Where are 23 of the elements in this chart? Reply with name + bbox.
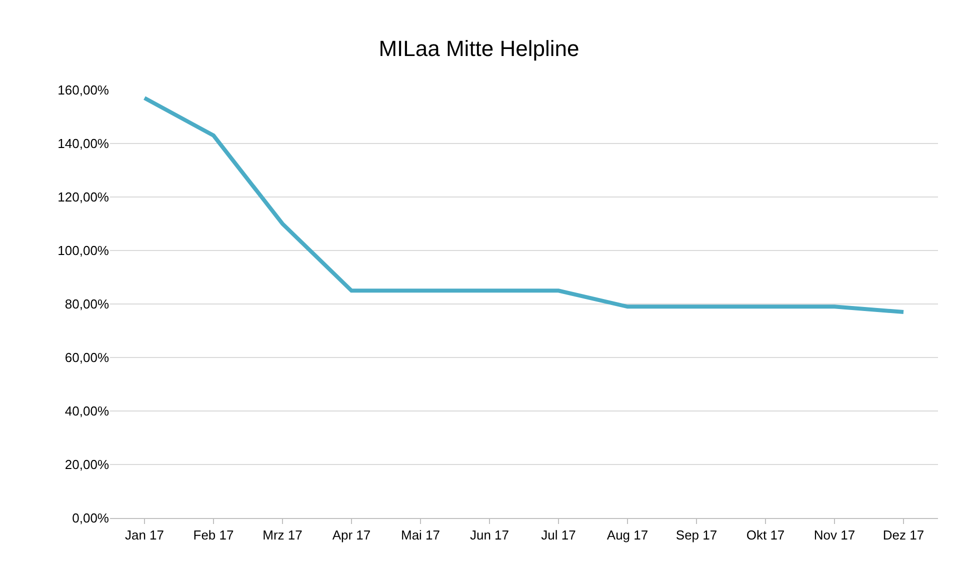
- x-tick-label: Feb 17: [193, 528, 234, 543]
- chart-title: MILaa Mitte Helpline: [378, 36, 580, 61]
- x-tick-label: Jun 17: [470, 528, 510, 543]
- y-tick-label: 40,00%: [64, 404, 110, 419]
- x-tick-label: Nov 17: [814, 528, 856, 543]
- y-tick-label: 160,00%: [58, 82, 110, 98]
- x-tick-label: Jan 17: [124, 528, 164, 543]
- x-tick-label: Okt 17: [746, 528, 785, 543]
- y-tick-label: 80,00%: [64, 296, 110, 312]
- y-tick-label: 60,00%: [64, 350, 110, 366]
- y-tick-label: 20,00%: [64, 457, 110, 472]
- x-tick-label: Mrz 17: [262, 528, 302, 543]
- x-tick-label: Aug 17: [606, 528, 648, 543]
- line-series: [142, 96, 906, 314]
- y-tick-label: 100,00%: [58, 243, 110, 258]
- x-tick-label: Apr 17: [332, 528, 371, 543]
- x-tick-label: Dez 17: [882, 528, 924, 543]
- x-tick-label: Mai 17: [400, 528, 440, 543]
- y-tick-label: 0,00%: [72, 510, 110, 526]
- x-tick-label: Sep 17: [676, 528, 718, 543]
- y-tick-label: 140,00%: [58, 136, 110, 152]
- x-tick-label: Jul 17: [541, 528, 576, 543]
- y-tick-label: 120,00%: [58, 190, 110, 205]
